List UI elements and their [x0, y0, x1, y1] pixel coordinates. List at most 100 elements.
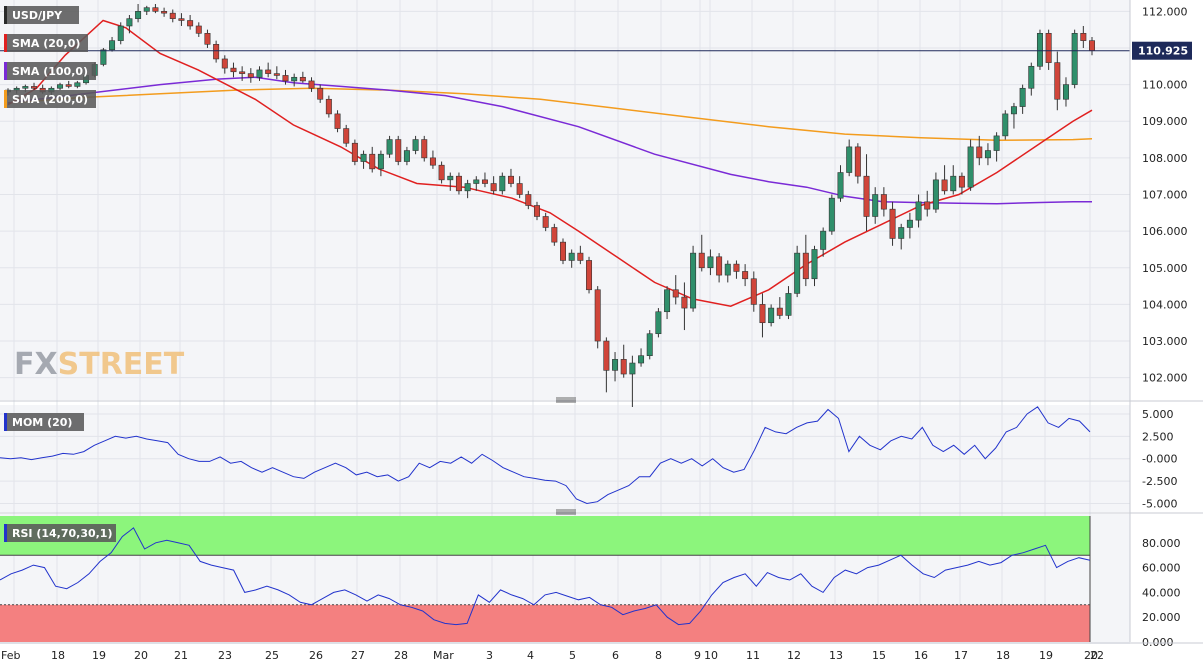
legend-tag-label: SMA (100,0) [12, 65, 88, 78]
x-tick-label: 18 [51, 649, 65, 662]
candle [178, 13, 185, 26]
x-tick-label: 19 [92, 649, 106, 662]
legend-color-swatch [4, 90, 7, 108]
candle-body [586, 260, 593, 291]
candle-body [594, 289, 601, 342]
candle [377, 150, 384, 177]
x-tick-label: 21 [174, 649, 188, 662]
candle-body [377, 153, 384, 170]
candle-body [568, 252, 575, 261]
candle-body [846, 146, 853, 173]
candle [724, 260, 731, 283]
candle [707, 249, 714, 276]
candle-body [898, 227, 905, 239]
candle-body [785, 293, 792, 316]
candle-body [282, 75, 289, 82]
candle-body [499, 175, 506, 192]
candle [750, 271, 757, 312]
candle-body [213, 43, 220, 60]
candle-body [542, 216, 549, 228]
legend-color-swatch [4, 34, 7, 52]
legend-rsi[interactable]: RSI (14,70,30,1) [4, 524, 116, 542]
candle-body [100, 49, 107, 65]
legend-mom[interactable]: MOM (20) [4, 413, 84, 431]
candle [577, 245, 584, 265]
candle-body [187, 20, 194, 27]
candle-body [690, 252, 697, 309]
candle [568, 249, 575, 268]
candle [31, 82, 38, 91]
candle [984, 143, 991, 166]
candle [265, 62, 272, 78]
candles-group [0, 4, 1130, 407]
legend-sma-100[interactable]: SMA (100,0) [4, 62, 96, 80]
x-tick-label: 15 [872, 649, 886, 662]
rsi-tick-label: 40.000 [1142, 586, 1181, 599]
candle-body [412, 139, 419, 151]
candle-body [1080, 33, 1087, 41]
candle-body [455, 175, 462, 192]
legend-tag-bg [4, 6, 79, 24]
panel-resize-handle[interactable] [556, 509, 576, 515]
candle [594, 286, 601, 349]
price-tick-label: 110.000 [1142, 79, 1188, 92]
candle [802, 234, 809, 287]
legend-sma-200[interactable]: SMA (200,0) [4, 90, 96, 108]
candle [473, 176, 480, 191]
candle [369, 146, 376, 173]
candle-body [1089, 40, 1095, 52]
candle [438, 161, 445, 184]
candle-body [291, 76, 298, 82]
legend-tag-label: USD/JPY [12, 9, 63, 22]
candle-body [620, 359, 627, 375]
price-tick-label: 103.000 [1142, 335, 1188, 348]
price-tick-label: 108.000 [1142, 152, 1188, 165]
candle [915, 194, 922, 228]
candle [863, 154, 870, 232]
candle [1062, 77, 1069, 107]
candle [620, 344, 627, 378]
candle [499, 172, 506, 195]
candle-body [638, 355, 645, 364]
candle [967, 139, 974, 191]
candle-body [247, 73, 254, 78]
candle [603, 337, 610, 393]
candle [395, 135, 402, 166]
candle [924, 190, 931, 217]
x-tick-label: 5 [569, 649, 576, 662]
candle [525, 190, 532, 210]
candle-body [13, 87, 20, 91]
mom-tick-label: -0.000 [1142, 453, 1177, 466]
x-tick-label: 9 [694, 649, 701, 662]
candle [1080, 25, 1087, 48]
mom-series-line [0, 406, 1091, 505]
candle [152, 4, 159, 14]
candle [759, 293, 766, 338]
candle [837, 165, 844, 202]
candle-body [837, 172, 844, 199]
candle [932, 172, 939, 213]
candle [299, 71, 306, 83]
panel-resize-handle[interactable] [556, 397, 576, 403]
candle-body [976, 146, 983, 159]
candle-body [57, 84, 64, 89]
candle [898, 223, 905, 250]
candle-body [126, 18, 133, 27]
x-tick-label: 23 [218, 649, 232, 662]
candle-body [386, 139, 393, 155]
candle [126, 14, 133, 34]
candle-body [308, 80, 315, 89]
candle [551, 223, 558, 246]
candle [690, 245, 697, 312]
mom-tick-label: 2.500 [1142, 430, 1174, 443]
candle [161, 7, 168, 17]
candle [638, 348, 645, 367]
candle-body [872, 194, 879, 217]
instrument-tag[interactable]: USD/JPY [4, 6, 79, 24]
candle-body [1028, 65, 1035, 89]
legend-sma-20[interactable]: SMA (20,0) [4, 34, 88, 52]
candle-body [403, 150, 410, 162]
candle [846, 139, 853, 177]
candle-body [239, 71, 246, 74]
candle-body [221, 58, 228, 69]
